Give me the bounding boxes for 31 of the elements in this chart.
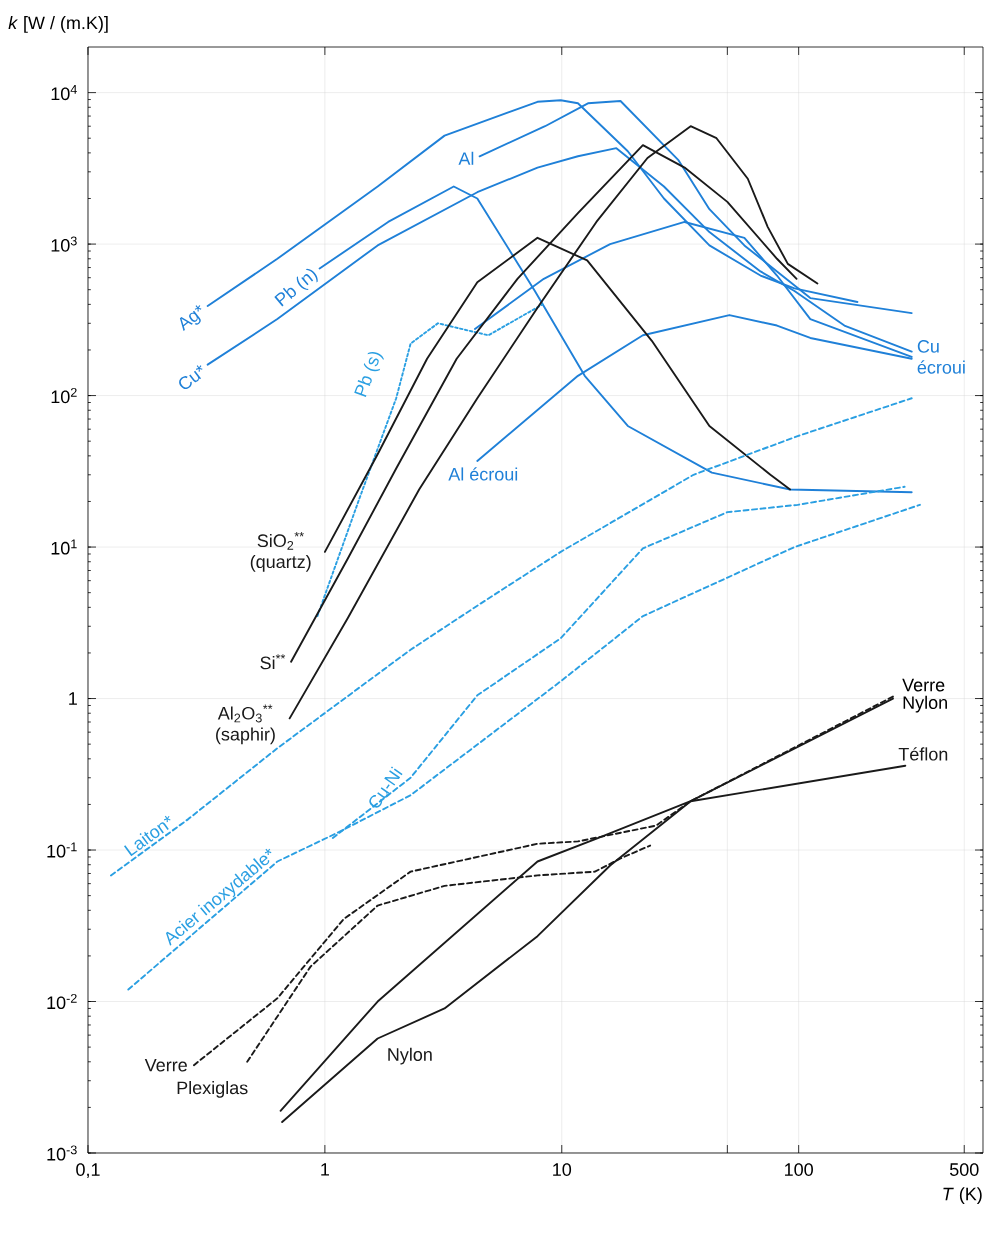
x-axis-title: T (K) [943,1187,982,1204]
text: Pb (n) [274,268,318,307]
y-tick-label: 10$^{2}$ [51,387,77,404]
x-tick-label: 100 [785,1163,813,1176]
y-tick-label: 1 [69,692,77,705]
y-axis-title: k [W / (m.K)] [8,16,108,33]
y-tick-label: 10$^{-1}$ [47,842,77,858]
series-label: Nylon [388,1047,432,1065]
y-tick-label: 10$^{4}$ [51,85,77,101]
series-label: Verre [144,1058,187,1072]
text: Pb (s) [354,351,384,398]
x-tick-label: 10 [553,1163,572,1176]
series-label: Si$^{**}$ [260,654,286,670]
text: SiO$_{2}$** (quartz) [250,532,311,572]
x-tick-label: 0,1 [76,1163,100,1179]
y-tick-label: 10$^{-2}$ [47,993,77,1010]
series-label: Téflon [898,747,948,761]
series-label: Cu écroui [917,340,965,374]
x-tick-label: 1 [321,1163,330,1176]
annotation: Verre [902,678,945,692]
text: Cu* [179,365,203,390]
text: Ag* [179,305,202,332]
series-label: Plexiglas [177,1080,248,1098]
series-label: Al écroui [448,467,518,481]
y-tick-label: 10$^{-3}$ [47,1145,77,1161]
text: Al$_{2}$O$_{3}$** (saphir) [216,704,275,745]
x-tick-label: 500 [949,1163,979,1176]
y-tick-label: 10$^{3}$ [51,236,77,252]
series-label: Al [458,151,474,165]
y-tick-label: 10$^{1}$ [51,539,77,555]
annotation: Nylon [903,695,947,713]
